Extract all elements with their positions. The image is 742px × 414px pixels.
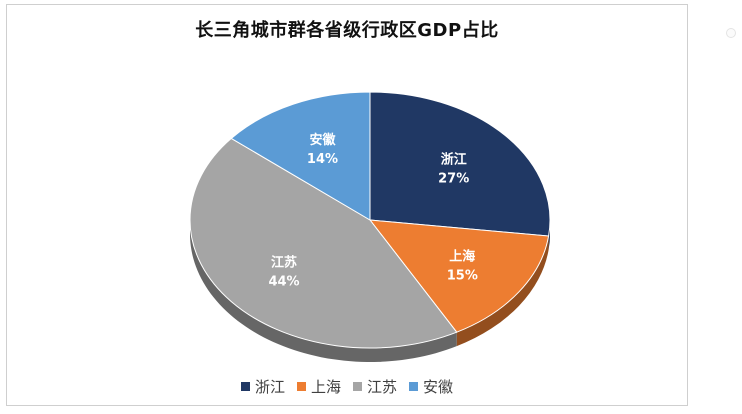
- legend-swatch-jiangsu: [353, 382, 362, 391]
- corner-dot-icon: [726, 28, 736, 38]
- pie-labels: 浙江 27% 上海 15% 江苏 44% 安徽 14%: [268, 132, 477, 289]
- legend-item-zhejiang: 浙江: [240, 376, 285, 397]
- slice-value-shanghai: 15%: [447, 269, 478, 284]
- pie-slices: [189, 91, 551, 349]
- chart-title: 长三角城市群各省级行政区GDP占比: [195, 20, 499, 41]
- legend-label-jiangsu: 江苏: [367, 378, 398, 396]
- pie-slice-jiangsu: [189, 137, 458, 349]
- pie-side-jiangsu: [190, 220, 457, 363]
- legend-label-anhui: 安徽: [423, 378, 454, 396]
- legend-item-jiangsu: 江苏: [353, 376, 397, 397]
- legend-swatch-zhejiang: [240, 382, 250, 391]
- pie-slice-shanghai: [368, 219, 550, 333]
- slice-value-zhejiang: 27%: [438, 172, 469, 187]
- pie-side-zhejiang: [548, 220, 550, 251]
- chart-legend: 浙江 上海 江苏 安徽: [6, 376, 688, 397]
- pie-side-shanghai: [456, 236, 549, 347]
- slice-label-shanghai: 上海: [449, 249, 475, 265]
- legend-label-zhejiang: 浙江: [254, 378, 285, 396]
- slice-label-jiangsu: 江苏: [271, 255, 297, 271]
- legend-item-shanghai: 上海: [296, 376, 341, 397]
- slice-value-jiangsu: 44%: [268, 275, 299, 290]
- legend-label-shanghai: 上海: [310, 378, 341, 396]
- slice-value-anhui: 14%: [307, 152, 338, 167]
- pie-slice-zhejiang: [369, 91, 551, 237]
- legend-swatch-anhui: [409, 382, 419, 391]
- pie-slice-anhui: [230, 91, 371, 221]
- slice-label-anhui: 安徽: [309, 132, 336, 148]
- pie-side-walls: [190, 220, 550, 363]
- slice-label-zhejiang: 浙江: [441, 152, 467, 168]
- legend-swatch-shanghai: [296, 382, 306, 391]
- legend-item-anhui: 安徽: [409, 376, 453, 397]
